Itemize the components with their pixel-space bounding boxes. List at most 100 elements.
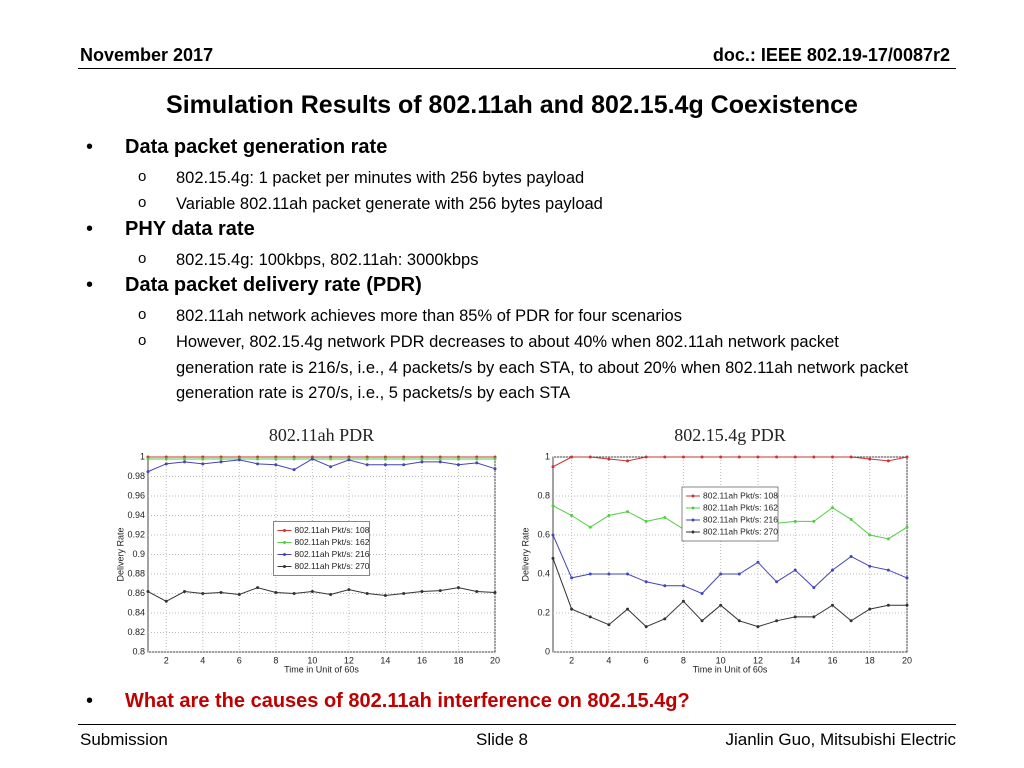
y-axis-label: Delivery Rate [520,527,530,581]
data-point [868,607,872,611]
data-point [626,459,630,463]
data-point [793,519,797,523]
data-point [681,599,685,603]
x-tick-label: 20 [490,655,500,665]
x-tick-label: 10 [307,655,317,665]
data-point [626,607,630,611]
data-point [905,525,909,529]
data-point [329,465,333,469]
data-point [292,592,296,595]
data-point [719,572,723,576]
y-tick-label: 0.96 [127,490,145,500]
legend-marker [691,518,695,522]
data-point [775,455,779,459]
data-point [849,619,853,623]
data-point [551,504,555,508]
data-point [551,465,555,469]
legend-marker [691,506,695,510]
data-point [607,514,611,517]
x-tick-label: 14 [380,655,390,665]
data-point [607,572,611,576]
y-tick-label: 0.82 [127,627,145,637]
data-point [588,525,592,529]
y-tick-label: 0.86 [127,588,145,598]
data-point [830,568,834,572]
x-axis-label: Time in Unit of 60s [693,664,768,674]
plot-area [552,456,908,653]
legend-label: 802.11ah Pkt/s: 162 [703,502,778,512]
bullet-text: PHY data rate [125,218,255,240]
legend-marker [691,494,695,498]
legend-label: 802.11ah Pkt/s: 216 [295,549,370,559]
footer-center: Slide 8 [476,730,528,749]
data-point [164,462,168,466]
bullet: • [86,136,94,158]
bullet-text: Data packet delivery rate (PDR) [125,274,422,296]
series-line [552,534,908,595]
slide-title: Simulation Results of 802.11ah and 802.1… [166,91,858,119]
data-point [365,463,369,467]
sub-bullet-text: 802.11ah network achieves more than 85% … [176,307,682,325]
data-point [849,554,853,558]
data-point [793,568,797,572]
data-point [756,455,760,459]
data-point [310,457,314,461]
x-tick-label: 20 [902,655,912,665]
legend-label: 802.11ah Pkt/s: 270 [295,561,370,571]
data-point [183,460,187,464]
data-point [588,455,592,459]
data-point [551,533,555,537]
data-point [886,459,890,463]
data-point [219,457,223,461]
y-tick-label: 0.94 [127,510,145,520]
data-point [868,533,872,537]
y-tick-label: 0.88 [127,568,145,578]
x-tick-label: 18 [453,655,463,665]
series-line [147,587,496,602]
series-line [147,458,496,473]
legend-label: 802.11ah Pkt/s: 270 [703,526,778,536]
data-point [775,619,779,623]
data-point [256,457,260,461]
data-point [438,457,442,461]
data-point [905,576,909,580]
data-point [402,592,406,595]
data-point [570,576,574,580]
data-point [700,592,704,595]
footer-rule [78,724,956,725]
data-point [644,519,648,523]
data-point [793,615,797,619]
data-point [868,564,872,568]
data-point [626,510,630,514]
chart-title: 802.11ah PDR [269,425,374,445]
data-point [812,615,816,619]
data-point [347,458,351,462]
data-point [475,457,479,461]
data-point [905,455,909,459]
data-point [737,572,741,576]
data-point [456,463,460,467]
data-point [146,457,150,461]
data-point [383,463,387,467]
data-point [700,455,704,459]
data-point [700,619,704,623]
data-point [183,590,187,594]
y-tick-label: 0.4 [537,568,550,578]
x-tick-label: 6 [237,655,242,665]
legend-label: 802.11ah Pkt/s: 108 [703,490,778,500]
data-point [256,462,260,466]
sub-bullet-text: However, 802.15.4g network PDR decreases… [176,333,909,402]
data-point [420,460,424,464]
data-point [347,588,351,592]
y-tick-label: 0.98 [127,471,145,481]
data-point [420,457,424,461]
x-tick-label: 8 [273,655,278,665]
data-point [830,506,834,510]
x-tick-label: 2 [569,655,574,665]
data-point [588,572,592,576]
x-tick-label: 6 [644,655,649,665]
footer-right: Jianlin Guo, Mitsubishi Electric [725,730,956,749]
x-tick-label: 4 [606,655,611,665]
